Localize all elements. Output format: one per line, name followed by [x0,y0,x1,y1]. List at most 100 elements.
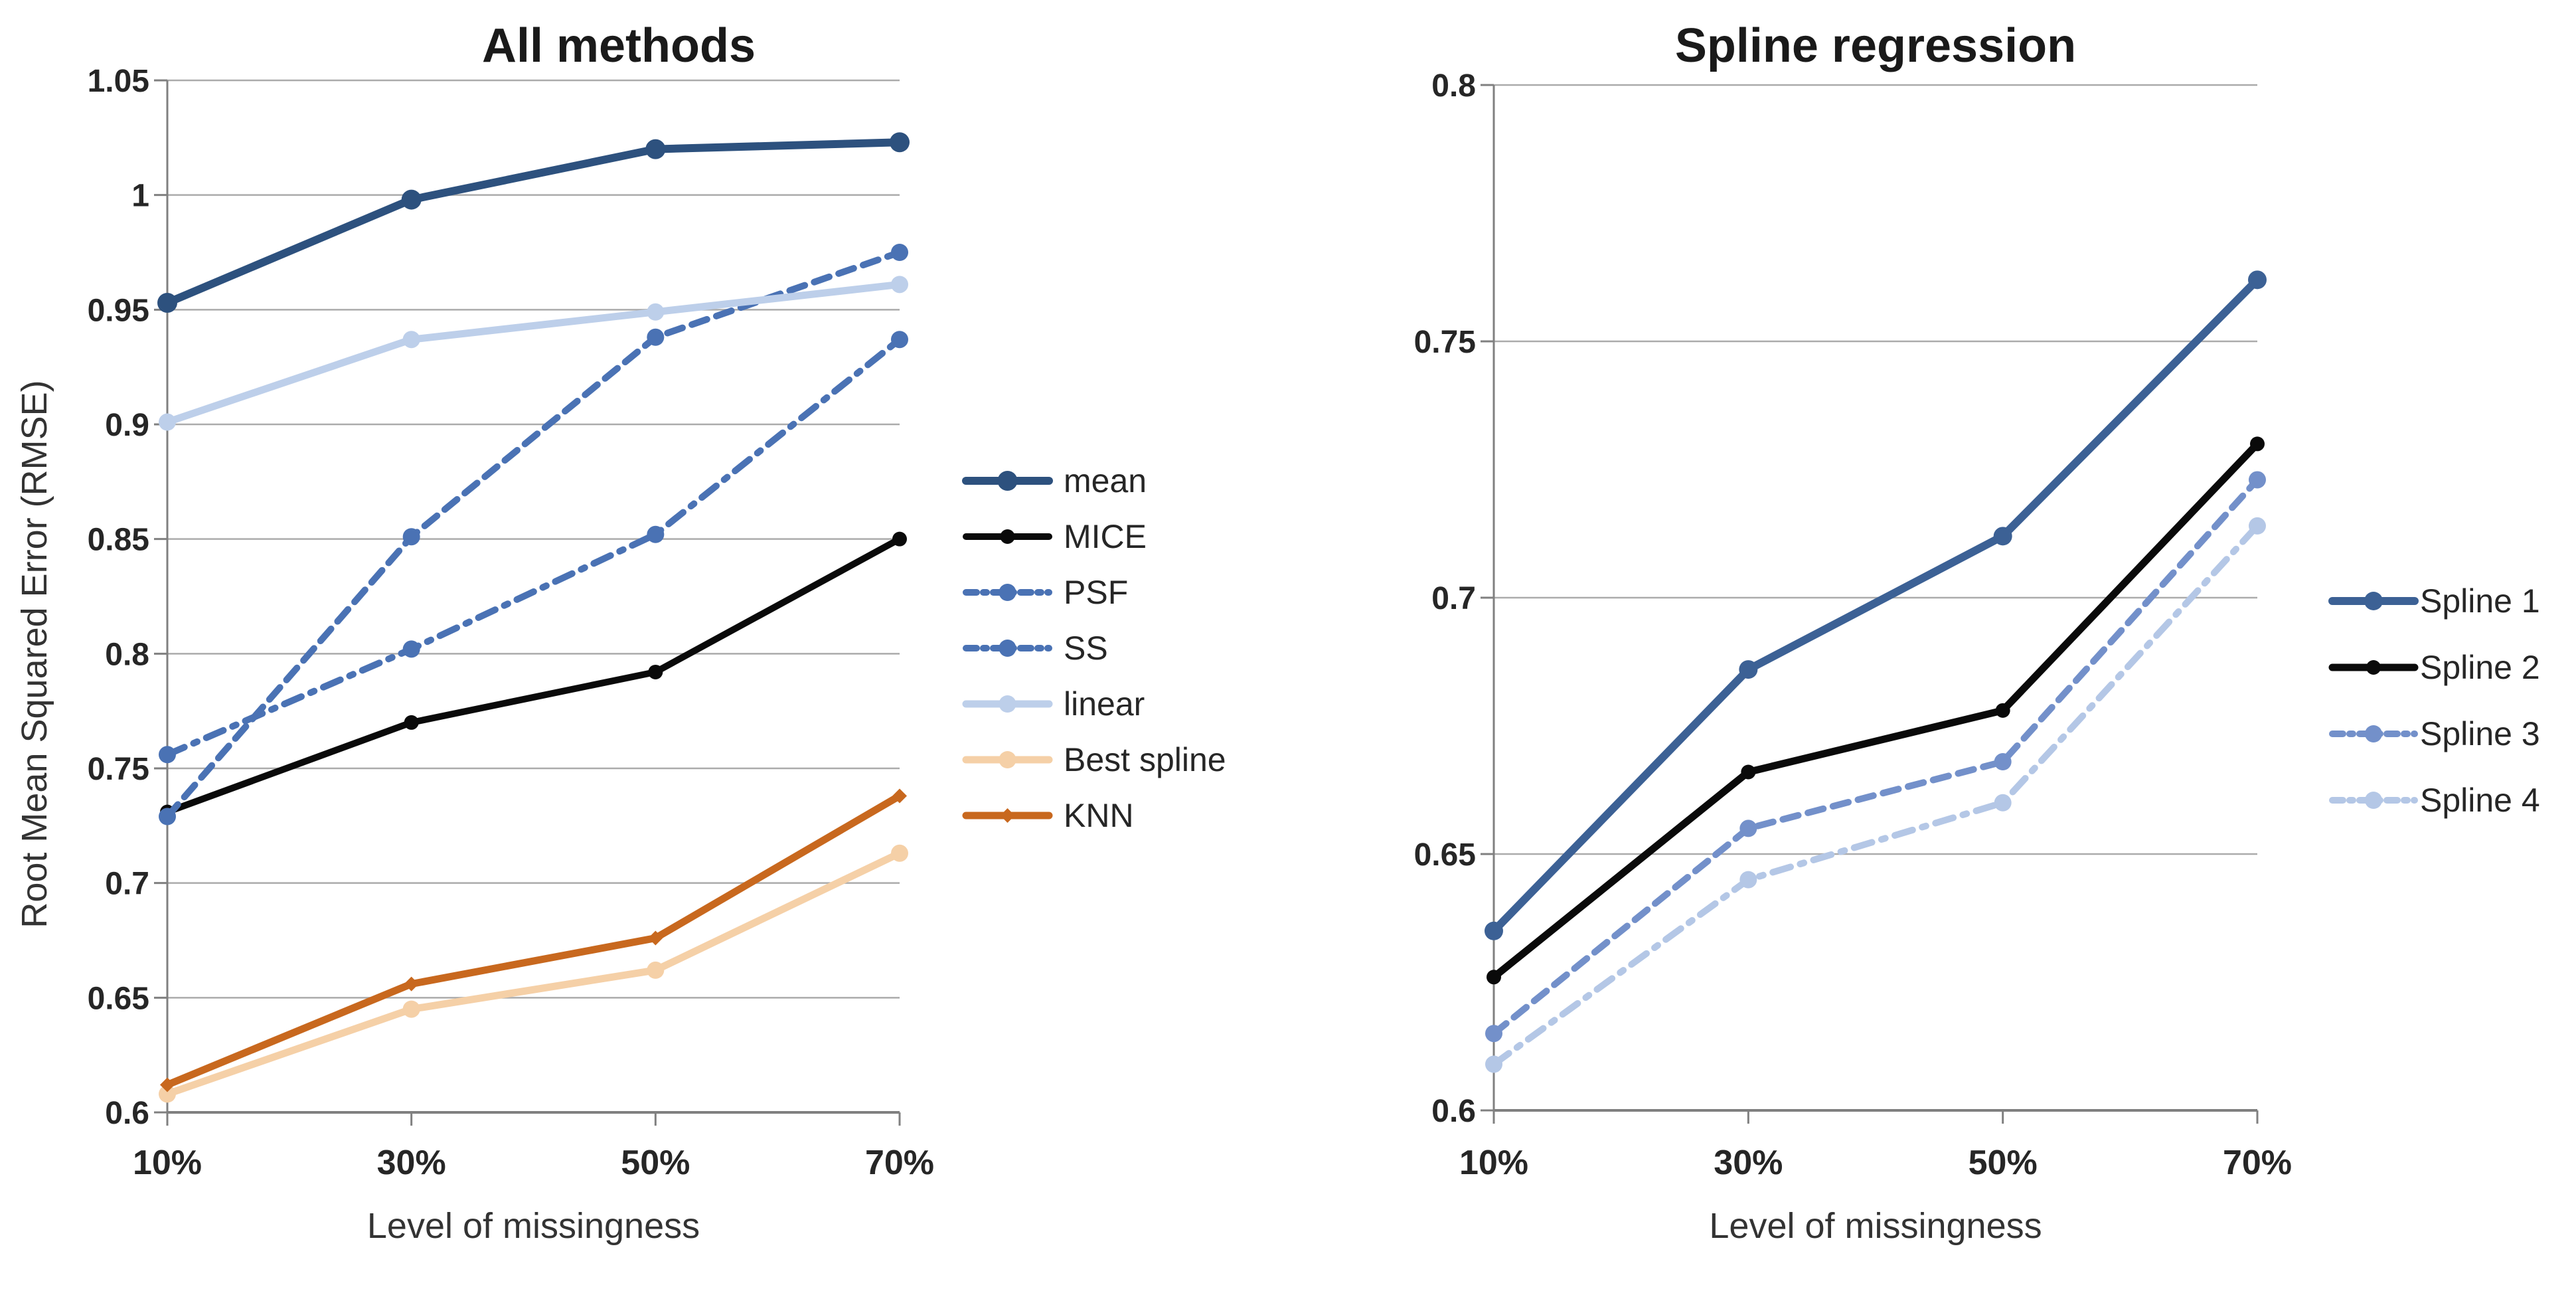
y-tick-label: 0.7 [105,867,149,902]
legend-label: Spline 4 [2420,782,2540,819]
legend-item-mice: MICE [963,518,1147,555]
legend-item-spline-4: Spline 4 [2329,782,2540,819]
y-axis-title: Root Mean Squared Error (RMSE) [15,380,54,928]
data-point-linear [159,413,176,431]
legend-swatch-marker [2366,660,2381,675]
series-line-best-spline [163,849,904,1098]
legend-swatch-marker [2364,592,2383,610]
data-point-knn [404,976,419,992]
legend-item-mean: mean [962,462,1147,499]
legend-swatch-marker [999,584,1016,601]
chart-title-spline-regression: Spline regression [1674,19,2077,72]
data-point-best-spline [159,1085,176,1103]
x-axis-title-left: Level of missingness [366,1206,700,1246]
data-point-best-spline [402,1000,420,1018]
legend-swatch-marker [2365,725,2382,742]
x-tick-label: 10% [133,1144,202,1182]
x-tick-label: 30% [1714,1144,1783,1182]
data-point-linear [647,303,665,321]
legend-label: linear [1064,685,1145,723]
series-line-mean [163,138,904,307]
data-point-ss [891,331,908,349]
y-tick-label: 1.05 [88,64,149,99]
data-point-mean [890,132,910,153]
legend-swatch-marker [1000,808,1015,823]
series-line-linear [163,280,904,426]
spline-regression-chart: 0.6 0.65 0.7 0.75 0.8 10% 30% 50% 70% Spline 1 Spl… [1414,68,2540,1182]
legend-item-spline-3: Spline 3 [2329,715,2540,752]
y-tick-label: 0.85 [88,523,149,558]
data-point-mice [648,664,663,679]
y-tick-label: 0.75 [1414,325,1476,360]
legend-item-linear: linear [962,685,1145,723]
series-line-psf [164,249,903,820]
y-tick-label: 0.6 [1431,1094,1476,1129]
data-point-psf [402,528,420,546]
data-point-ss [647,525,665,543]
x-tick-label: 50% [621,1144,690,1182]
legend-label: Best spline [1064,741,1226,778]
legend-swatch-marker [1000,529,1015,544]
data-point-spline-1 [1993,527,2012,546]
legend-label: mean [1064,462,1147,499]
legend-swatch-marker [999,640,1016,657]
data-point-mean [157,292,177,313]
legend-label: SS [1064,630,1108,667]
data-point-spline-1 [2248,270,2267,290]
data-point-spline-2 [1487,970,1501,985]
data-point-psf [647,328,665,346]
series-line-spline-2 [1490,440,2261,981]
data-point-mean [401,189,422,210]
y-tick-label: 1 [131,179,149,214]
data-point-psf [159,808,176,825]
x-tick-label: 10% [1459,1144,1528,1182]
data-point-spline-4 [1739,871,1757,889]
data-point-spline-4 [2249,517,2266,535]
data-point-best-spline [891,844,908,862]
y-tick-label: 0.7 [1431,581,1476,616]
legend-item-spline-1: Spline 1 [2328,582,2540,620]
legend-item-spline-2: Spline 2 [2328,649,2540,686]
y-tick-label: 0.95 [88,293,149,328]
y-tick-label: 0.65 [1414,837,1476,873]
series-line-knn [163,792,904,1089]
data-point-mice [892,531,907,547]
legend-label: Spline 2 [2420,649,2540,686]
data-point-spline-1 [1739,660,1758,679]
y-tick-label: 0.8 [105,637,149,672]
legend-label: Spline 3 [2420,715,2540,752]
legend-item-psf: PSF [963,574,1128,611]
x-axis-title-right: Level of missingness [1709,1206,2042,1246]
data-point-mean [645,139,666,159]
data-point-ss [159,746,176,764]
x-tick-label: 50% [1969,1144,2038,1182]
data-point-best-spline [647,961,665,979]
series-line-mice [164,535,903,816]
series-line-spline-3 [1490,476,2261,1037]
series-line-spline-1 [1490,276,2261,935]
y-tick-label: 0.6 [105,1096,149,1131]
data-point-knn [648,930,663,946]
data-point-spline-3 [1485,1025,1502,1043]
legend-item-best-spline: Best spline [962,741,1226,778]
data-point-spline-4 [1994,794,2012,812]
data-point-spline-1 [1485,921,1503,940]
data-point-linear [891,276,908,294]
legend-item-knn: KNN [962,797,1134,834]
legend-swatch-marker [999,695,1016,713]
legend-swatch-marker [2365,792,2382,809]
data-point-mice [404,715,419,730]
y-tick-label: 0.8 [1431,68,1476,104]
legend-swatch-marker [999,751,1016,768]
y-tick-label: 0.9 [105,408,149,443]
series-line-spline-4 [1490,522,2261,1068]
legend-label: Spline 1 [2420,582,2540,620]
x-tick-label: 70% [865,1144,934,1182]
data-point-spline-3 [1739,820,1757,837]
legend-swatch-marker [997,471,1018,491]
data-point-spline-2 [1995,703,2010,718]
data-point-psf [891,244,908,261]
data-point-spline-4 [1485,1055,1502,1073]
legend-label: PSF [1064,574,1128,611]
data-point-spline-3 [2249,471,2266,489]
